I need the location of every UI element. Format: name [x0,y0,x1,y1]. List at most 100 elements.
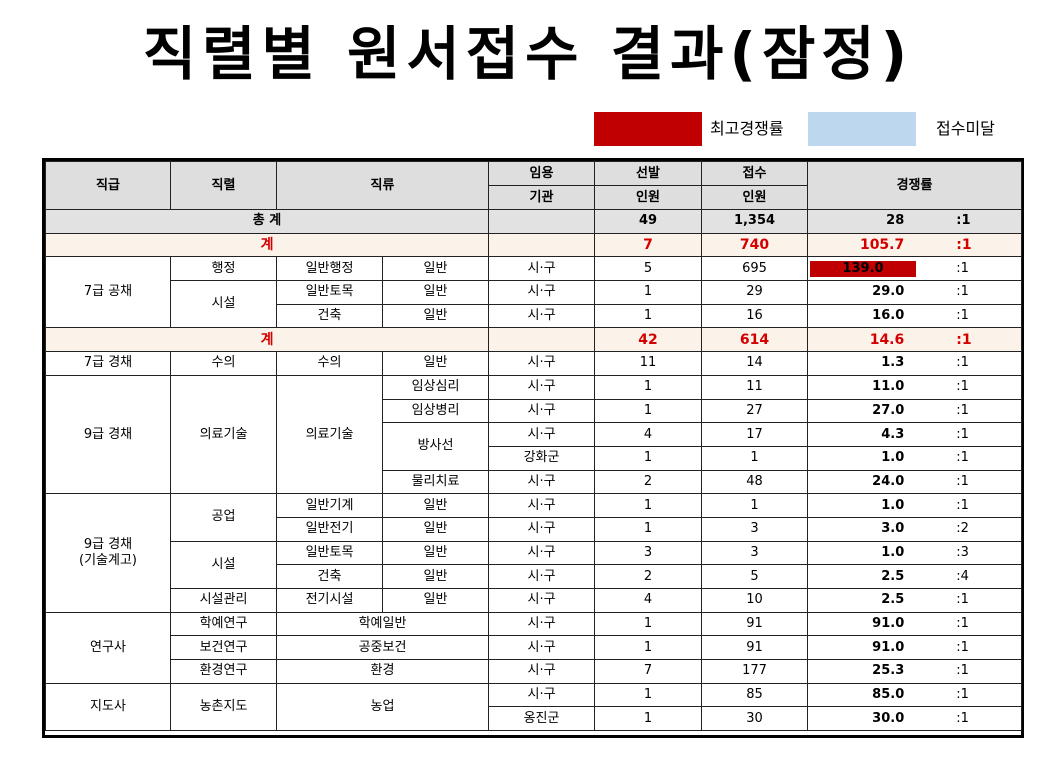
ratio-suffix: :1 [956,687,969,703]
legend: 최고경쟁률 접수미달 [594,112,1024,148]
category-cell: 일반토목 [276,280,383,305]
applied-cell: 91 [701,635,809,661]
ratio-suffix: :1 [956,663,969,679]
legend-label-under: 접수미달 [936,119,995,138]
subcategory-cell: 일반 [381,493,490,518]
selected-cell: 1 [594,682,703,708]
ratio-cell: 85.0:1 [807,682,1023,708]
ratio-value: 1.0 [881,450,905,466]
ratio-suffix: :3 [956,544,969,560]
category-cell: 의료기술 [276,374,383,495]
subtotal-label: 계 [44,232,490,258]
subcategory-cell: 일반 [381,303,490,329]
ratio-value: 25.3 [872,663,905,679]
subcategory-cell: 임상심리 [381,374,490,400]
header-agency-2: 기관 [488,185,596,210]
agency-cell: 시·구 [488,422,596,447]
ratio-value: 11.0 [872,379,905,395]
subtotal-applied: 740 [701,232,809,258]
table-row: 시설 일반토목 일반 시·구 3 3 1.0:3 [46,540,1023,590]
header-agency-1: 임용 [488,161,596,186]
ratio-value: 28 [886,213,905,229]
ratio-value: 30.0 [872,710,905,726]
selected-cell: 4 [594,588,703,613]
grade-cell: 7급 경채 [45,351,171,376]
grade-cell: 연구사 [45,611,171,684]
series-cell: 공업 [170,493,277,542]
applied-cell: 30 [701,706,809,732]
series-cell: 보건연구 [170,635,277,661]
table-row: 방사선 시·구 4 17 4.3:1 [46,422,1023,471]
agency-cell: 시·구 [488,351,596,376]
header-ratio: 경쟁률 [807,161,1023,210]
agency-cell: 시·구 [488,682,596,708]
applied-cell: 48 [701,469,809,495]
ratio-cell: 3.0 :2 [807,516,1023,542]
ratio-suffix: :1 [956,426,969,442]
agency-cell: 시·구 [488,374,596,400]
table-row: 9급 경채 의료기술 의료기술 임상심리 시·구 1 11 11.0:1 [45,374,1023,495]
grade-line-2: (기술계고) [79,552,137,568]
series-cell: 농촌지도 [170,682,277,732]
ratio-value: 105.7 [859,237,905,254]
total-selected: 49 [594,209,703,234]
ratio-suffix: :2 [956,521,969,537]
series-cell: 시설관리 [170,588,277,613]
agency-cell: 시·구 [488,659,596,684]
subtotal-applied: 614 [701,327,809,353]
results-table: 직급 직렬 직류 임용 선발 접수 경쟁률 기관 인원 인원 총 계 49 1,… [44,161,1023,732]
agency-cell: 옹진군 [488,706,596,732]
applied-cell: 5 [701,564,809,589]
table-row: 7급 공채 행정 일반행정 일반 시·구 5 695 139.0:1 [45,256,1023,329]
highest-ratio-value: 139.0 [810,260,917,277]
page-title: 직렬별 원서접수 결과(잠정) [142,20,914,88]
selected-cell: 1 [594,374,703,400]
ratio-value: 2.5 [881,592,905,608]
grade-cell: 7급 공채 [45,256,171,329]
ratio-cell: 1.3:1 [807,351,1023,376]
ratio-value: 3.0 [881,521,905,537]
category-cell: 수의 [276,351,383,376]
ratio-cell: 27.0 :1 [807,398,1023,424]
subcategory-cell: 일반 [381,540,490,566]
subcategory-cell: 일반 [381,588,490,613]
ratio-suffix: :1 [956,260,969,276]
agency-cell: 시·구 [488,469,596,495]
subtotal-row: 계 7 740 105.7:1 [44,232,1023,258]
selected-cell: 5 [594,256,703,282]
ratio-value: 24.0 [872,473,905,489]
selected-cell: 1 [594,635,703,661]
ratio-suffix: :4 [956,568,969,584]
agency-cell: 시·구 [488,516,596,542]
ratio-cell: 25.3 :1 [807,659,1023,684]
ratio-suffix: :1 [956,402,969,418]
total-applied: 1,354 [701,209,809,234]
category-cell: 농업 [275,682,490,732]
header-applied-2: 인원 [701,185,809,210]
applied-cell: 177 [701,659,809,684]
legend-label-highest: 최고경쟁률 [710,119,784,138]
table-row: 강화군 1 1 1.0:1 [46,445,1023,471]
subtotal-row: 계 42 614 14.6:1 [44,327,1023,353]
ratio-value: 4.3 [881,426,905,442]
ratio-suffix: :1 [956,213,971,229]
ratio-cell: 16.0:1 [807,303,1023,329]
category-cell: 공중보건 [275,635,490,661]
ratio-cell: 29.0:1 [807,280,1023,305]
agency-cell: 시·구 [488,564,596,589]
total-ratio: 28 :1 [807,209,1023,234]
selected-cell: 2 [594,564,703,589]
series-cell: 시설 [170,540,277,590]
applied-cell: 3 [701,516,809,542]
ratio-suffix: :1 [956,473,969,489]
total-row: 총 계 49 1,354 28:1 [44,209,1023,234]
agency-cell: 시·구 [488,256,596,282]
subtotal-label: 계 [44,327,490,353]
agency-cell: 시·구 [488,398,596,424]
subcategory-cell: 일반 [381,351,490,376]
ratio-value: 2.5 [881,568,905,584]
table-row: 시설 일반토목 일반 시·구 1 29 29.0:1 [46,280,1023,329]
table-header-row-2: 기관 인원 인원 [46,185,1022,210]
ratio-suffix: :1 [956,592,969,608]
ratio-value: 27.0 [872,402,905,418]
